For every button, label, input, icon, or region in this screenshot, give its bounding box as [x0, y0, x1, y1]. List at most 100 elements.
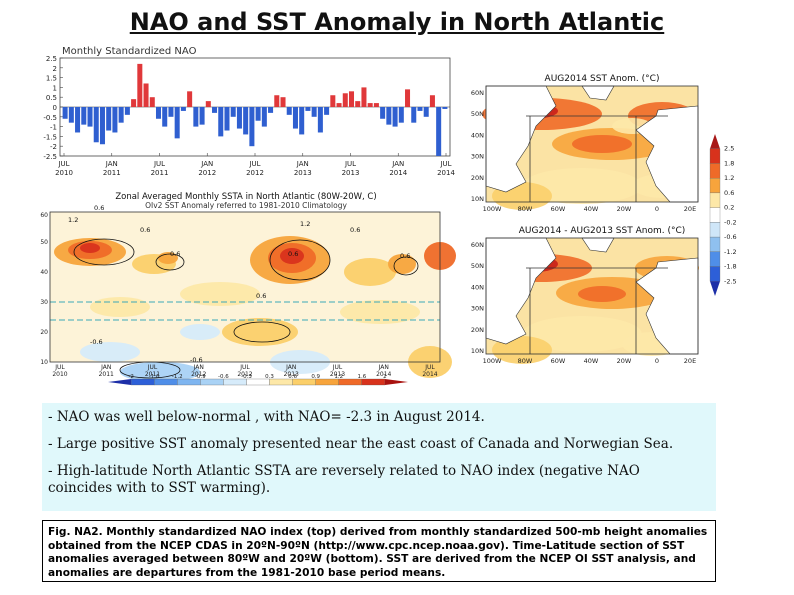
nao-chart-panel: Monthly Standardized NAO 2.5 2 1.5 1 0.5 0 -0.5… — [36, 44, 456, 190]
ssta-colorbar-label: -1.2 — [172, 374, 183, 380]
nao-bar — [255, 107, 261, 121]
ssta-colorbar-label: 1.2 — [334, 374, 343, 380]
legend-label: 0.2 — [724, 204, 734, 212]
ssta-anomaly-patch — [90, 297, 150, 317]
nao-bar — [149, 97, 155, 107]
nao-bar — [411, 107, 417, 123]
nao-bar — [137, 63, 143, 107]
nao-bar — [75, 107, 81, 133]
ssta-y-tick-label: 40 — [40, 269, 48, 276]
ssta-x-tick-year: 2011 — [145, 371, 160, 378]
nao-bar — [442, 107, 448, 109]
ssta-colorbar-label: -0.3 — [241, 374, 252, 380]
legend-label: 0.6 — [724, 189, 734, 197]
ssta-x-tick-month: JAN — [285, 364, 296, 371]
map-anomaly-patch — [522, 168, 642, 204]
ssta-colorbar-cell — [384, 379, 408, 385]
ssta-colorbar-label: -0.9 — [195, 374, 206, 380]
nao-x-tick-year: 2014 — [389, 169, 407, 177]
map-lat-label: 50N — [471, 262, 484, 270]
ssta-x-tick-year: 2014 — [376, 371, 391, 378]
legend-cell — [709, 192, 721, 208]
nao-x-tick-month: JAN — [391, 160, 404, 168]
ssta-colorbar-label: 0.6 — [288, 374, 297, 380]
nao-y-tick-label: -2 — [50, 143, 57, 151]
nao-bar — [317, 107, 323, 133]
nao-x-tick-year: 2013 — [342, 169, 360, 177]
nao-bar — [168, 107, 174, 117]
nao-bar — [106, 107, 112, 131]
map-lat-label: 30N — [471, 305, 484, 313]
ssta-contour — [393, 256, 419, 276]
nao-bar — [87, 107, 93, 127]
ssta-anomaly-patch — [180, 282, 260, 306]
summary-box: - NAO was well below-normal , with NAO= … — [42, 403, 716, 511]
map-lat-label: 30N — [471, 153, 484, 161]
ssta-colorbar-label: 0.3 — [265, 374, 274, 380]
ssta-colorbar-label: -2 — [128, 374, 133, 380]
nao-bar — [236, 107, 242, 129]
nao-bar — [193, 107, 199, 127]
legend-label: -1.8 — [724, 263, 737, 271]
legend-cell — [709, 236, 721, 252]
legend-cell — [710, 134, 720, 149]
nao-bar — [243, 107, 249, 135]
ssta-contour-label: 0.6 — [256, 292, 266, 300]
nao-x-tick-year: 2010 — [55, 169, 73, 177]
map-lat-label: 50N — [471, 110, 484, 118]
nao-bar — [118, 107, 124, 123]
nao-bar — [405, 89, 411, 107]
map-lon-label: 80W — [518, 205, 533, 213]
nao-x-tick-year: 2011 — [103, 169, 121, 177]
ssta-contour-label: 0.6 — [140, 226, 150, 234]
nao-bar — [261, 107, 267, 127]
nao-bar — [162, 107, 168, 127]
map-lon-label: 80W — [518, 357, 533, 365]
map-lat-label: 40N — [471, 131, 484, 139]
legend-label: 2.5 — [724, 145, 734, 153]
ssta-colorbar-label: 1.6 — [357, 374, 366, 380]
sst-map-top-panel: AUG2014 SST Anom. (°C) 60N 50N 40N 30N 20N 10N… — [462, 70, 702, 220]
map-lat-label: 10N — [471, 195, 484, 203]
map-lon-label: 20E — [684, 357, 696, 365]
map-lon-label: 40W — [584, 357, 599, 365]
ssta-contour — [73, 238, 135, 266]
nao-bar — [429, 95, 435, 107]
map-lon-label: 100W — [483, 205, 502, 213]
nao-y-tick-label: -2.5 — [43, 153, 57, 161]
nao-y-tick-label: -1 — [50, 124, 57, 132]
legend-label: -0.2 — [724, 218, 737, 226]
nao-y-tick-label: 2.5 — [46, 55, 57, 63]
nao-x-tick-year: 2012 — [198, 169, 216, 177]
ssta-x-tick-month: JUL — [54, 364, 65, 371]
legend-label: -1.2 — [724, 248, 737, 256]
ssta-section-panel: Zonal Averaged Monthly SSTA in North Atl… — [36, 190, 456, 390]
ssta-contour-label: 0.6 — [350, 226, 360, 234]
ssta-x-tick-month: JUL — [424, 364, 435, 371]
ssta-y-tick-label: 10 — [40, 359, 48, 366]
nao-bar — [180, 107, 186, 111]
map-lat-label: 60N — [471, 89, 484, 97]
nao-y-tick-label: 1.5 — [46, 75, 57, 83]
ssta-contour-label: -0.6 — [190, 356, 203, 364]
sst-anomaly-map-aug2014: AUG2014 SST Anom. (°C) 60N 50N 40N 30N 20N 10N… — [471, 74, 699, 213]
ssta-colorbar-cell — [108, 379, 132, 385]
map-lat-label: 40N — [471, 283, 484, 291]
ssta-x-tick-year: 2012 — [237, 371, 252, 378]
nao-chart-title: Monthly Standardized NAO — [62, 46, 197, 57]
nao-bar — [218, 107, 224, 137]
nao-x-tick-year: 2013 — [294, 169, 312, 177]
nao-bar — [367, 103, 373, 107]
summary-bullet: - NAO was well below-normal , with NAO= … — [48, 409, 485, 425]
nao-bar — [124, 107, 130, 115]
nao-bar — [299, 107, 305, 135]
ssta-colorbar-label: -0.6 — [218, 374, 229, 380]
ssta-chart-subtitle: OIv2 SST Anomaly referred to 1981-2010 C… — [145, 201, 347, 210]
nao-bar — [93, 107, 99, 143]
page-title: NAO and SST Anomaly in North Atlantic — [129, 8, 665, 36]
legend-label: 1.8 — [724, 159, 734, 167]
map-north-america — [485, 85, 557, 193]
ssta-x-tick-year: 2010 — [52, 371, 67, 378]
nao-bar — [417, 107, 423, 111]
nao-x-tick-month: JUL — [344, 160, 356, 168]
